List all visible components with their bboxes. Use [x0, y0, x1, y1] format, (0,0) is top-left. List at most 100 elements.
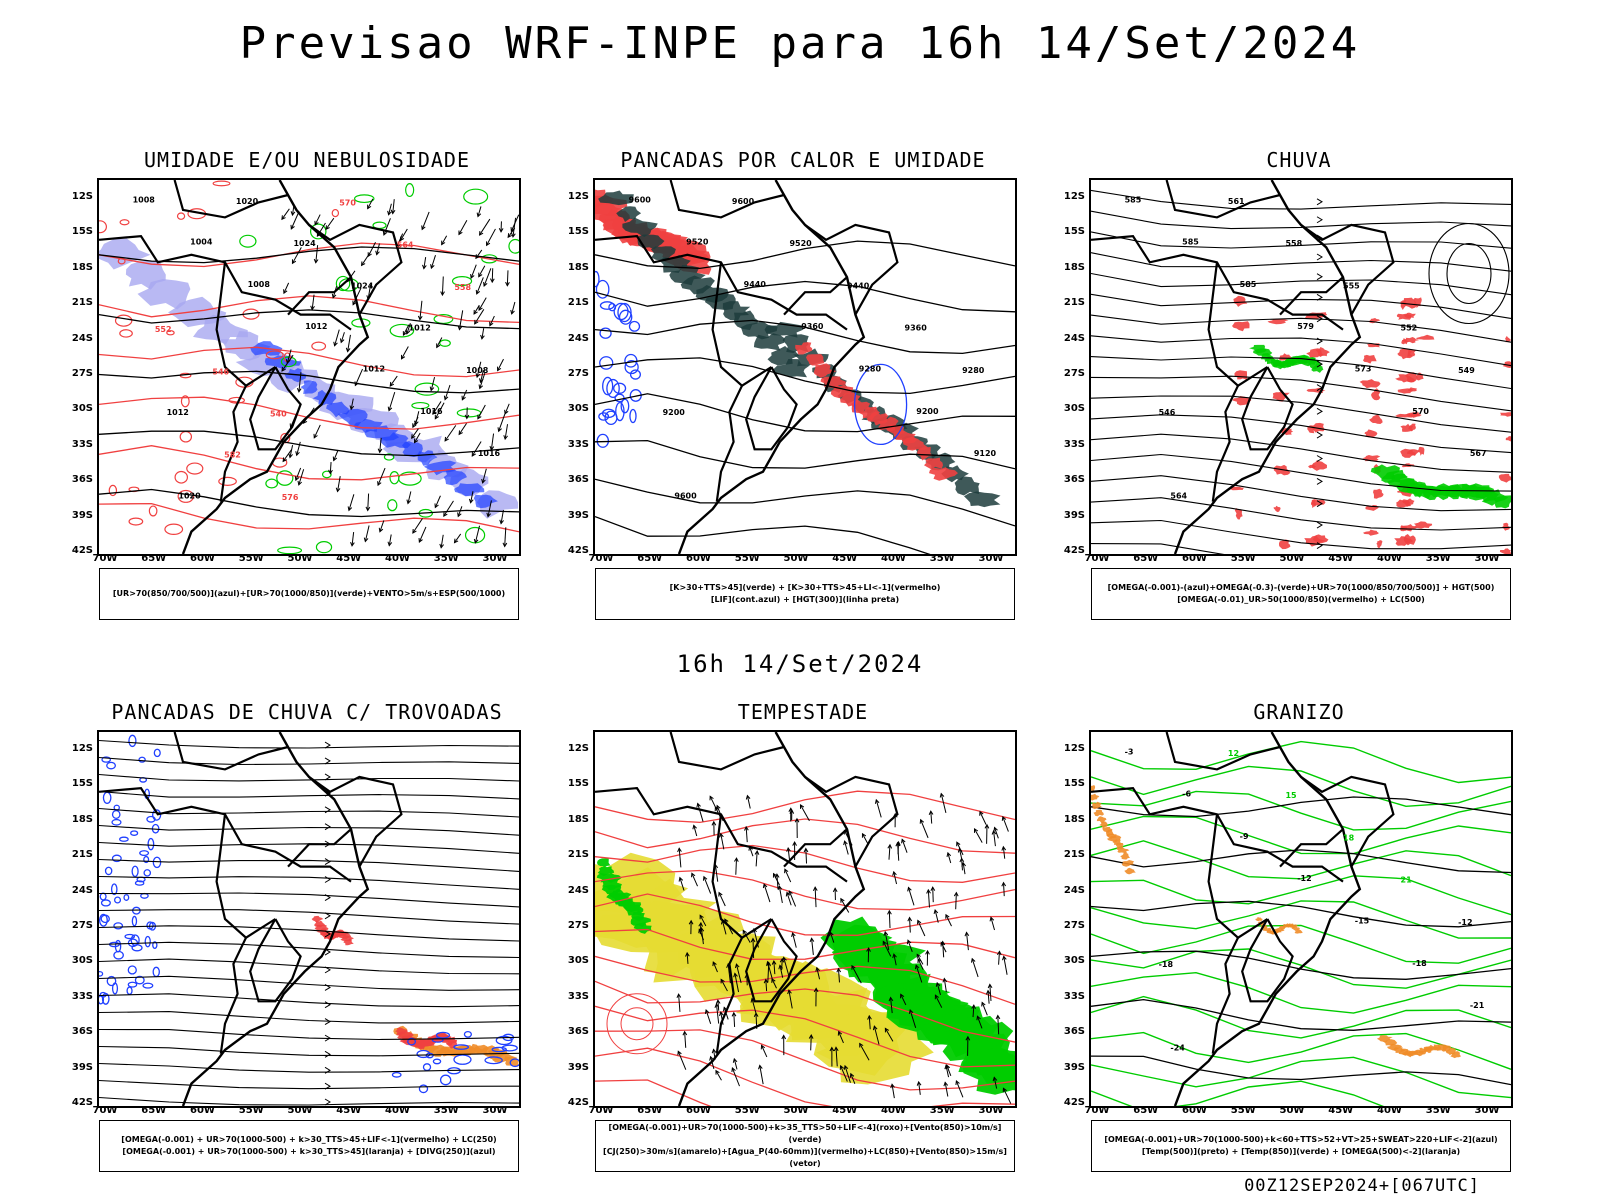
wind-vector-head — [973, 827, 979, 833]
wind-vector — [430, 376, 436, 391]
contour-label: 9520 — [789, 239, 812, 248]
wind-vector-head — [985, 989, 991, 995]
wind-vector-head — [953, 891, 959, 897]
streamline-250-arrow — [324, 757, 331, 765]
wind-vector — [350, 398, 354, 410]
wind-vector-head — [965, 1035, 971, 1041]
wind-vector-head — [677, 1050, 682, 1056]
water-red-contour — [595, 928, 1015, 960]
wind-vector-head — [676, 993, 682, 998]
wind-vector-head — [896, 840, 901, 846]
circulation-contour — [1428, 222, 1510, 325]
lon-label: 55W — [734, 553, 760, 564]
wind-vector-head — [443, 395, 449, 401]
wind-vector — [314, 214, 321, 226]
wind-vector-head — [478, 306, 483, 312]
country-border — [715, 937, 743, 1054]
wind-vector — [771, 978, 777, 989]
divg-blue-contour — [99, 892, 107, 901]
wind-vector — [401, 346, 409, 360]
green-contour — [351, 180, 374, 192]
lon-label: 50W — [1279, 1105, 1305, 1116]
temp500-contour — [1091, 998, 1511, 1031]
contour-label: -15 — [1355, 916, 1370, 925]
lat-label: 33S — [71, 438, 93, 450]
wind-vector — [478, 265, 486, 277]
wind-vector — [510, 214, 519, 232]
lon-label: 60W — [686, 553, 711, 564]
omega-orange-area — [1093, 809, 1104, 817]
lon-label: 65W — [141, 1105, 167, 1116]
streamline-250 — [99, 892, 519, 908]
lat-label: 12S — [1063, 191, 1085, 202]
water-red-contour — [595, 869, 1015, 911]
rain-red-area — [1363, 529, 1379, 536]
country-border — [1241, 366, 1294, 451]
lat-label: 39S — [71, 509, 93, 521]
wind-vector — [966, 932, 969, 951]
wind-vector-head — [803, 847, 809, 853]
coastline — [1173, 732, 1362, 1106]
wind-vector — [946, 1064, 952, 1076]
wind-vector-head — [731, 1011, 737, 1017]
humidity-blue-core — [353, 418, 383, 434]
wind-vector — [829, 932, 835, 943]
wind-vector-head — [750, 937, 756, 943]
divg-blue-contour — [126, 986, 133, 995]
divg-blue-contour — [432, 1058, 442, 1065]
wind-vector-head — [411, 434, 416, 440]
divg-blue-contour — [142, 982, 154, 989]
rain-red-area — [1315, 347, 1330, 357]
lat-label: 36S — [71, 1026, 93, 1038]
wind-vector — [441, 235, 448, 245]
wind-vector-head — [476, 212, 482, 218]
wind-vector-head — [872, 1025, 878, 1031]
wind-vector-head — [347, 506, 353, 512]
lat-label: 12S — [71, 191, 93, 202]
wind-vector-head — [919, 818, 925, 824]
wind-vector-head — [471, 451, 476, 457]
wind-vector-head — [677, 847, 682, 853]
divg-blue-contour — [102, 791, 112, 804]
lon-label: 35W — [433, 553, 459, 564]
wind-vector-head — [291, 259, 297, 265]
divg-blue-contour — [435, 1031, 451, 1039]
omega-orange-area — [1106, 835, 1122, 843]
country-border — [1279, 828, 1344, 868]
wind-vector — [927, 889, 930, 908]
wind-vector — [882, 941, 892, 957]
divg-blue-contour — [484, 1056, 503, 1065]
hgt300-contour — [595, 515, 931, 554]
wind-vector — [504, 424, 509, 440]
lat-label: 30S — [71, 403, 93, 415]
humidity-green-contour — [239, 234, 257, 248]
wind-vector — [400, 228, 408, 241]
contour-label: -12 — [1297, 874, 1311, 883]
lon-label: 45W — [832, 1105, 858, 1116]
wind-vector — [735, 963, 742, 984]
rain-red-area — [1400, 423, 1414, 432]
divg-blue-contour — [123, 894, 130, 901]
streamline-250-arrow — [324, 948, 331, 956]
divg-blue-contour — [416, 1049, 431, 1059]
wind-vector — [917, 958, 924, 970]
lat-label: 33S — [71, 990, 93, 1002]
wind-vector-head — [505, 281, 510, 287]
country-border — [1207, 262, 1268, 388]
streamline-250 — [99, 993, 519, 1008]
streamline-500-arrow — [1316, 273, 1323, 281]
legend-line: [OMEGA(-0.001) + UR>70(1000-500) + k>30_… — [122, 1147, 496, 1156]
wind-vector — [837, 968, 840, 983]
wind-vector-head — [815, 966, 820, 972]
wind-vector-head — [401, 354, 406, 360]
country-border — [804, 223, 899, 316]
wind-vector — [311, 294, 315, 310]
water-red-contour — [595, 1005, 1015, 1068]
wind-vector-head — [996, 950, 1002, 956]
wind-vector-head — [352, 300, 357, 306]
wind-vector-head — [786, 846, 791, 852]
wind-vector — [476, 277, 484, 295]
wind-vector — [379, 437, 382, 453]
panel-title-tempestade: TEMPESTADE — [737, 700, 869, 724]
streamline-250 — [99, 858, 519, 872]
